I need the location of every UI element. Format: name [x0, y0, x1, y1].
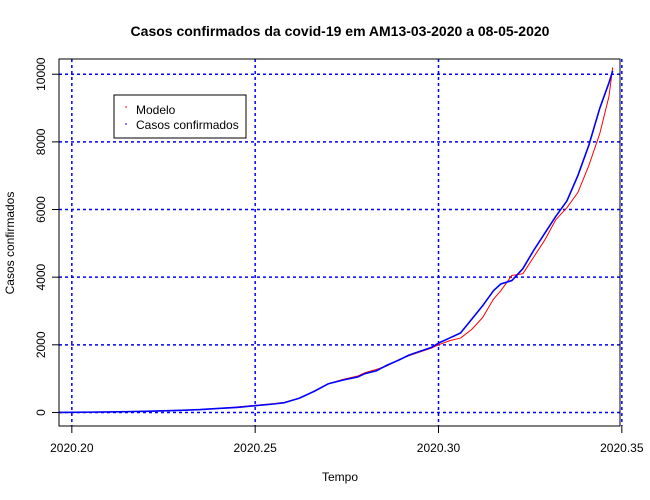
legend: Modelo Casos confirmados	[113, 94, 247, 139]
legend-box	[113, 94, 247, 139]
legend-label-casos-confirmados: Casos confirmados	[136, 118, 239, 132]
y-tick-label: 4000	[34, 264, 48, 291]
x-tick-label: 2020.25	[233, 441, 277, 455]
legend-label-modelo: Modelo	[136, 103, 176, 117]
x-tick-label: 2020.20	[50, 441, 94, 455]
series-line-casos-confirmados	[58, 70, 614, 414]
axes: 2020.20 2020.25 2020.30 2020.35 0 2000 4000 600…	[34, 57, 644, 455]
x-tick-label: 2020.35	[600, 441, 644, 455]
plot-box	[58, 58, 621, 427]
y-tick-label: 8000	[34, 128, 48, 155]
grid	[59, 59, 623, 426]
y-tick-label: 6000	[34, 196, 48, 223]
x-axis-label: Tempo	[322, 470, 358, 484]
y-tick-label: 10000	[34, 57, 48, 91]
x-tick-label: 2020.30	[417, 441, 461, 455]
series-layer	[58, 67, 614, 414]
y-axis-label: Casos confirmados	[3, 192, 17, 295]
y-tick-label: 2000	[34, 331, 48, 358]
y-tick-label: 0	[34, 409, 48, 416]
chart-title: Casos confirmados da covid-19 em AM13-03…	[131, 23, 550, 39]
